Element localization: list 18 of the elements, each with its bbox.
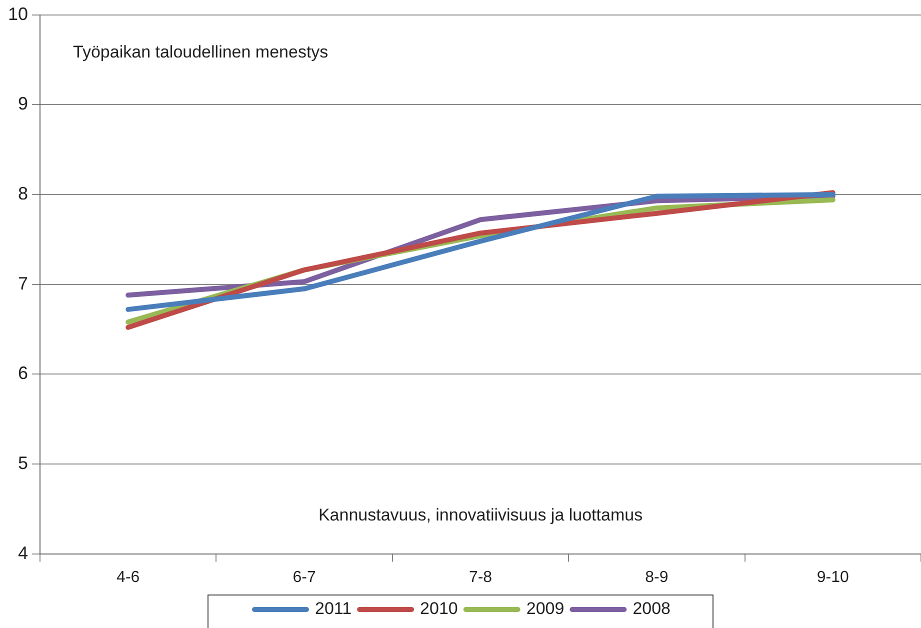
- y-tick-label: 7: [18, 273, 28, 294]
- y-tick-label: 8: [18, 183, 28, 204]
- legend-label: 2009: [526, 599, 564, 618]
- y-tick-label: 4: [18, 542, 28, 563]
- annotation: Työpaikan taloudellinen menestys: [73, 42, 328, 62]
- legend-label: 2008: [632, 599, 671, 618]
- x-tick-label: 9-10: [816, 568, 850, 586]
- x-tick-label: 4-6: [116, 568, 140, 586]
- legend-label: 2011: [314, 599, 352, 618]
- annotation: Kannustavuus, innovatiivisuus ja luottamus: [318, 505, 643, 524]
- x-tick-label: 8-9: [645, 568, 668, 586]
- legend-label: 2010: [420, 599, 458, 618]
- y-tick-label: 10: [8, 4, 28, 24]
- y-tick-label: 6: [18, 363, 28, 384]
- y-tick-label: 5: [18, 452, 28, 473]
- y-tick-label: 9: [18, 94, 28, 114]
- x-tick-label: 6-7: [292, 568, 316, 586]
- x-tick-label: 7-8: [468, 568, 492, 586]
